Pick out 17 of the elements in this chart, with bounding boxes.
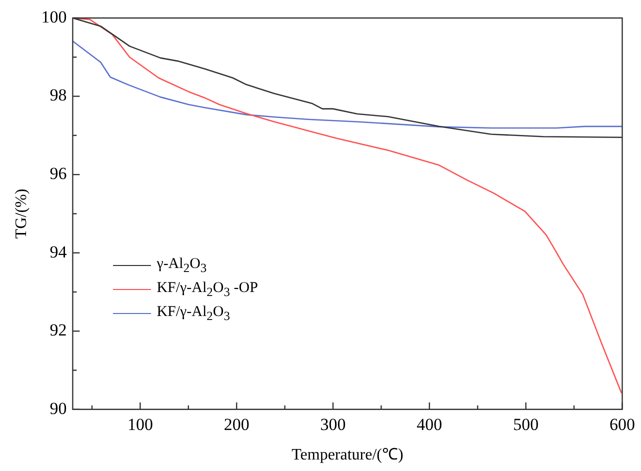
x-tick-label: 400 bbox=[416, 415, 442, 434]
x-tick-label: 300 bbox=[320, 415, 346, 434]
x-tick-label: 500 bbox=[513, 415, 539, 434]
y-tick-label: 94 bbox=[50, 242, 68, 262]
y-tick-label: 98 bbox=[50, 86, 67, 105]
x-axis-title: Temperature/(℃) bbox=[292, 446, 404, 464]
y-tick-label: 92 bbox=[50, 320, 67, 340]
legend-label: KF/γ-Al$_{2}$O$_{3}$ bbox=[156, 304, 230, 324]
x-tick-label: 100 bbox=[127, 415, 153, 434]
y-tick-label: 96 bbox=[50, 164, 67, 184]
x-tick-label: 200 bbox=[224, 415, 250, 434]
legend-label: KF/γ-Al$_{2}$O$_{3}$ -OP bbox=[156, 280, 258, 300]
y-tick-label: 90 bbox=[50, 398, 67, 418]
y-tick-label: 100 bbox=[41, 7, 67, 26]
x-tick-label: 600 bbox=[610, 415, 635, 434]
legend-label: γ-Al$_{2}$O$_{3}$ bbox=[156, 256, 207, 276]
y-axis-title: TG/(%) bbox=[12, 188, 30, 239]
